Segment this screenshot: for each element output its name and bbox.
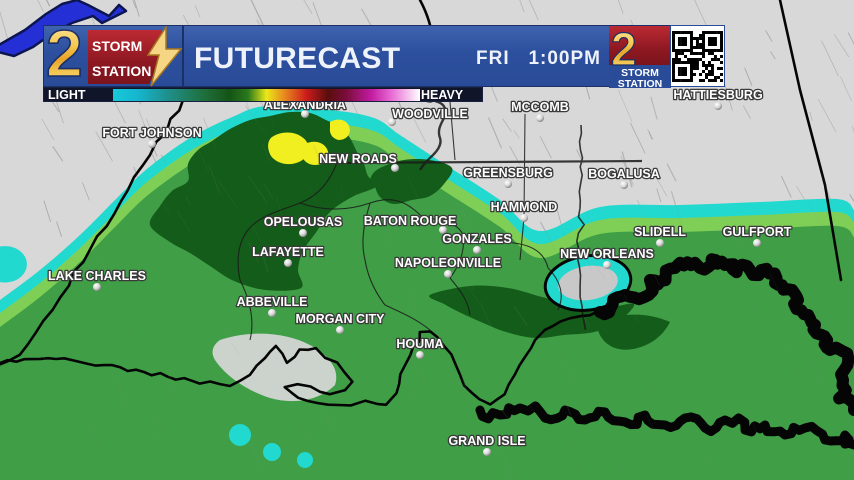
svg-text:SLIDELL: SLIDELL — [634, 225, 686, 239]
svg-text:LAKE CHARLES: LAKE CHARLES — [48, 269, 146, 283]
svg-text:OPELOUSAS: OPELOUSAS — [264, 215, 343, 229]
svg-text:STATION: STATION — [92, 63, 151, 79]
svg-text:STORM: STORM — [92, 38, 142, 54]
svg-text:NAPOLEONVILLE: NAPOLEONVILLE — [395, 256, 501, 270]
svg-text:NEW ORLEANS: NEW ORLEANS — [560, 247, 654, 261]
svg-text:GREENSBURG: GREENSBURG — [463, 166, 553, 180]
svg-text:MCCOMB: MCCOMB — [511, 100, 569, 114]
svg-text:ABBEVILLE: ABBEVILLE — [237, 295, 308, 309]
svg-text:MORGAN CITY: MORGAN CITY — [296, 312, 386, 326]
svg-text:HAMMOND: HAMMOND — [491, 200, 558, 214]
svg-text:NEW ROADS: NEW ROADS — [319, 152, 397, 166]
svg-text:GULFPORT: GULFPORT — [723, 225, 792, 239]
svg-text:2: 2 — [46, 26, 83, 88]
svg-text:HOUMA: HOUMA — [396, 337, 443, 351]
svg-text:GRAND ISLE: GRAND ISLE — [448, 434, 525, 448]
svg-text:BOGALUSA: BOGALUSA — [588, 167, 660, 181]
svg-text:GONZALES: GONZALES — [442, 232, 511, 246]
svg-text:STATION: STATION — [618, 78, 663, 88]
svg-text:BATON ROUGE: BATON ROUGE — [364, 214, 457, 228]
svg-text:WOODVILLE: WOODVILLE — [392, 107, 468, 121]
svg-text:LAFAYETTE: LAFAYETTE — [252, 245, 324, 259]
svg-text:FORT JOHNSON: FORT JOHNSON — [102, 126, 201, 140]
